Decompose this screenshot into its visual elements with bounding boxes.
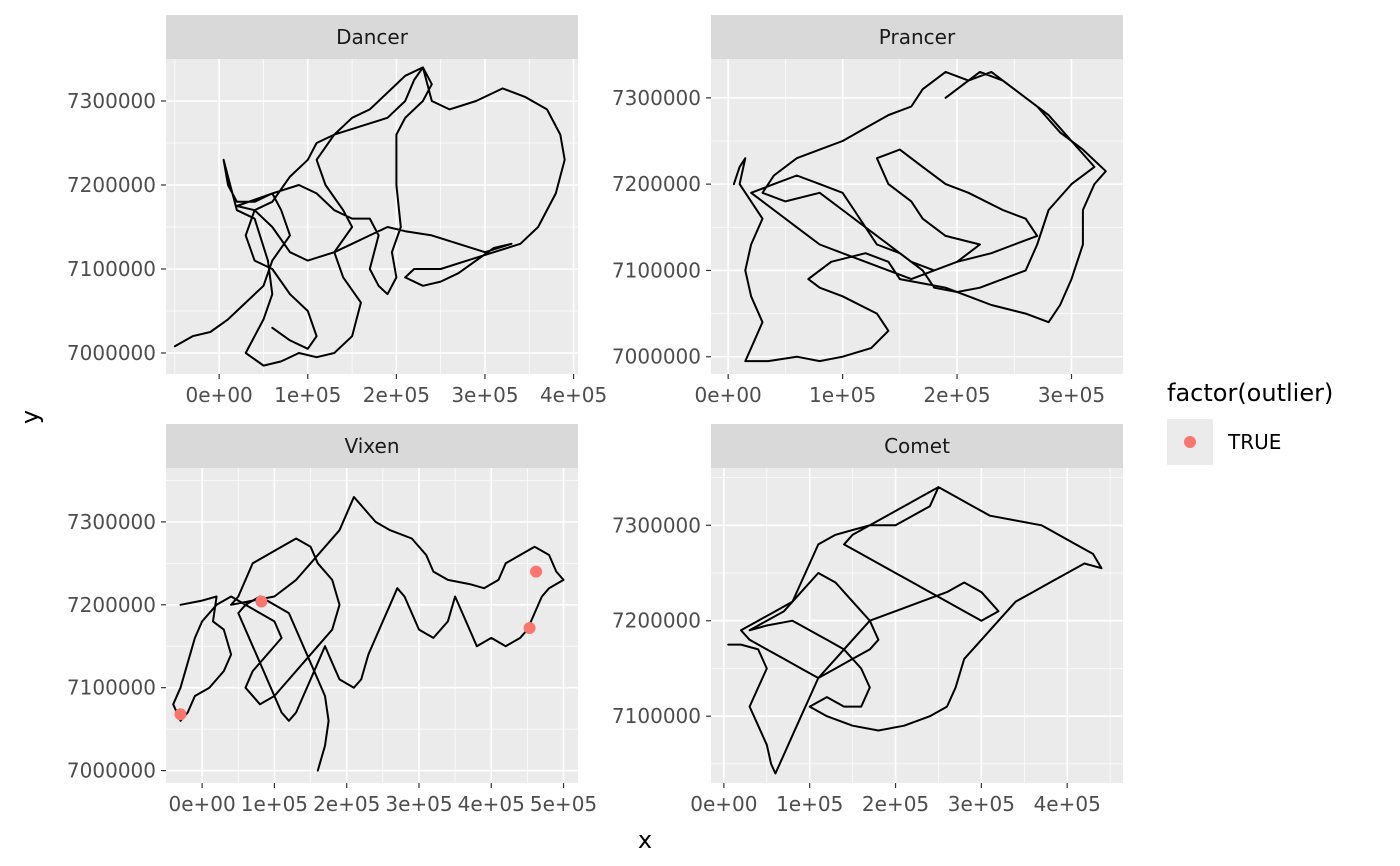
panel-prancer: Prancer 0e+00 1e+05 2e+05 3e+05 7000000 710000… xyxy=(612,15,1123,407)
track-path-dancer xyxy=(173,66,566,367)
x-tick-label: 2e+05 xyxy=(862,792,929,816)
panel-background-prancer xyxy=(711,59,1123,374)
panel-comet: Comet 0e+00 1e+05 2e+05 3e+05 4e+05 7100000 720… xyxy=(612,424,1123,816)
strip-label-dancer: Dancer xyxy=(336,25,409,49)
y-tick-label: 7200000 xyxy=(612,172,701,196)
y-tick-label: 7100000 xyxy=(67,676,156,700)
panel-background-dancer xyxy=(166,59,578,374)
track-path-vixen xyxy=(172,496,565,772)
y-tick-label: 7300000 xyxy=(67,89,156,113)
panel-dancer: Dancer 0e+00 1e+05 2e+05 3e+05 4e+05 7000000 71… xyxy=(67,15,607,407)
x-tick-label: 0e+00 xyxy=(186,383,253,407)
y-axis-title: y xyxy=(16,410,44,424)
outlier-point xyxy=(523,621,536,634)
panel-vixen: Vixen 0e+00 1e+05 2e+05 3e+05 4e+05 5e+05 70000… xyxy=(67,424,597,816)
y-tick-label: 7300000 xyxy=(612,86,701,110)
x-tick-label: 3e+05 xyxy=(451,383,518,407)
x-tick-label: 0e+00 xyxy=(690,792,757,816)
y-tick-label: 7100000 xyxy=(612,704,701,728)
strip-vixen xyxy=(166,424,578,468)
x-tick-label: 2e+05 xyxy=(923,383,990,407)
legend: factor(outlier) TRUE xyxy=(1167,379,1333,465)
x-tick-label: 3e+05 xyxy=(385,792,452,816)
strip-label-vixen: Vixen xyxy=(345,434,400,458)
x-tick-label: 1e+05 xyxy=(809,383,876,407)
outlier-point xyxy=(174,708,187,721)
strip-prancer xyxy=(711,15,1123,59)
x-tick-label: 4e+05 xyxy=(540,383,607,407)
y-tick-label: 7000000 xyxy=(67,759,156,783)
y-tick-label: 7100000 xyxy=(612,258,701,282)
x-tick-label: 2e+05 xyxy=(363,383,430,407)
x-tick-label: 2e+05 xyxy=(313,792,380,816)
strip-label-prancer: Prancer xyxy=(879,25,956,49)
track-path-comet xyxy=(727,486,1103,775)
y-tick-label: 7200000 xyxy=(67,593,156,617)
x-tick-label: 5e+05 xyxy=(530,792,597,816)
y-tick-label: 7000000 xyxy=(612,345,701,369)
x-tick-label: 0e+00 xyxy=(169,792,236,816)
legend-label-true: TRUE xyxy=(1227,430,1281,454)
strip-label-comet: Comet xyxy=(884,434,950,458)
x-axis-title: x xyxy=(638,826,652,854)
x-tick-label: 0e+00 xyxy=(695,383,762,407)
panel-background-vixen xyxy=(166,468,578,783)
y-tick-label: 7300000 xyxy=(612,513,701,537)
x-tick-label: 1e+05 xyxy=(241,792,308,816)
y-tick-label: 7000000 xyxy=(67,341,156,365)
y-tick-label: 7100000 xyxy=(67,257,156,281)
outlier-point xyxy=(255,595,268,608)
legend-title: factor(outlier) xyxy=(1167,379,1333,407)
y-tick-label: 7200000 xyxy=(612,609,701,633)
legend-key-dot xyxy=(1184,436,1196,448)
x-tick-label: 3e+05 xyxy=(948,792,1015,816)
x-tick-label: 1e+05 xyxy=(776,792,843,816)
y-tick-label: 7200000 xyxy=(67,173,156,197)
x-tick-label: 4e+05 xyxy=(458,792,525,816)
strip-dancer xyxy=(166,15,578,59)
y-tick-label: 7300000 xyxy=(67,510,156,534)
track-path-prancer xyxy=(732,70,1107,363)
outlier-point xyxy=(530,565,543,578)
x-tick-label: 4e+05 xyxy=(1034,792,1101,816)
strip-comet xyxy=(711,424,1123,468)
x-tick-label: 1e+05 xyxy=(274,383,341,407)
x-tick-label: 3e+05 xyxy=(1038,383,1105,407)
panel-background-comet xyxy=(711,468,1123,783)
